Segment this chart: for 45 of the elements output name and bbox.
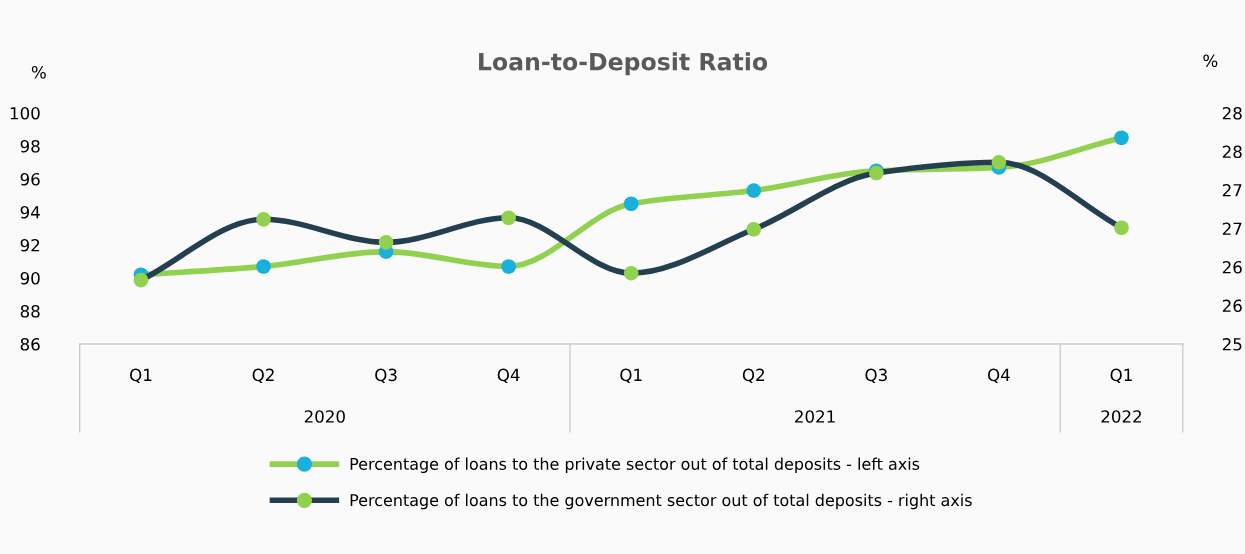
text: 2020 [304,410,345,423]
point [501,210,516,226]
y2-tick-label: 27 [1222,183,1242,197]
y-tick-label: 100 [10,106,40,120]
point [991,155,1007,170]
y-tick-label: 92 [20,238,40,252]
point [378,235,394,250]
point [746,222,762,237]
y-tick-label: 96 [20,172,40,186]
y2-tick-label: 28 [1222,145,1242,159]
y2-tick-label: 26 [1222,260,1242,274]
y-tick-label: 90 [20,271,40,285]
y2-axis-title: % [1203,54,1218,68]
x-tick-label: Q1 [130,368,152,384]
y-tick-label: 98 [20,139,40,153]
legend-label: Percentage of loans to the private sector out of total deposits - left axis [350,457,920,474]
x-tick-label: Q3 [375,368,397,384]
legend-label: Percentage of loans to the government sector out of total deposits - right axis [350,493,972,510]
x-tick-label: Q3 [865,368,887,384]
x-tick-label: Q2 [742,368,764,384]
point [256,259,271,274]
point [746,183,762,198]
x-tick-label: Q2 [252,368,274,384]
text: 2022 [1101,410,1142,423]
x-tick-label: Q4 [987,368,1010,384]
y2-tick-label: 26 [1222,299,1242,313]
point [1114,130,1129,146]
y-tick-label: 94 [20,205,40,219]
text: 2021 [795,410,835,423]
x-tick-label: Q4 [497,368,520,384]
point [501,259,516,274]
point [133,272,149,288]
y2-tick-label: 25 [1222,338,1242,351]
point [623,196,639,212]
y-tick-label: 86 [20,338,40,351]
point [623,265,639,281]
x-tick-label: Q1 [1110,368,1132,384]
x-tick-label: Q1 [620,368,642,384]
point [1114,220,1129,236]
y-tick-label: 88 [20,304,40,318]
y-axis-title: % [31,65,46,79]
point [256,212,271,227]
y2-tick-label: 28 [1222,106,1242,120]
y2-tick-label: 27 [1222,222,1242,235]
chart-title: Loan-to-Deposit Ratio [479,52,768,76]
